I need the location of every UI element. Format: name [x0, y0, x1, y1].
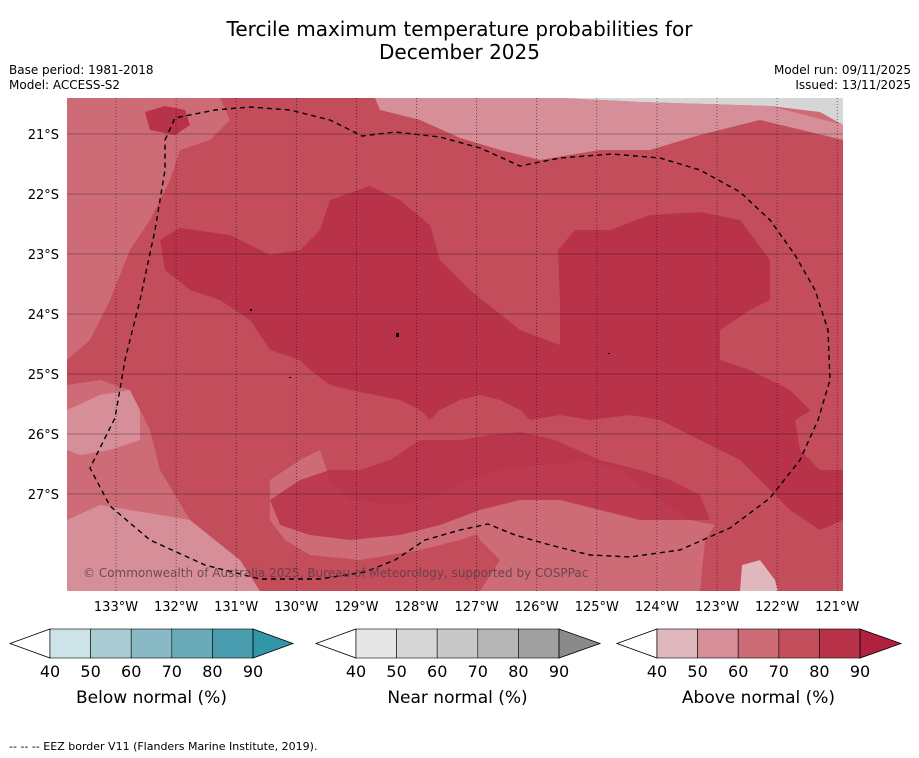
- base-period: Base period: 1981-2018: [9, 63, 154, 77]
- colorbar-tick: 90: [850, 662, 870, 681]
- colorbar-near: 40 50 60 70 80 90 Near normal (%): [314, 628, 602, 708]
- colorbar-tick: 40: [40, 662, 60, 681]
- colorbar-high-extend: [558, 628, 602, 659]
- colorbar-segment: [656, 628, 698, 659]
- eez-legend-note: -- -- -- EEZ border V11 (Flanders Marine…: [9, 740, 318, 753]
- lat-label: 22°S: [28, 188, 59, 203]
- lon-label: 124°W: [635, 600, 679, 615]
- region-above-70-east-bump: [795, 400, 843, 470]
- region-above-80-nw-spot: [145, 106, 190, 135]
- lon-label: 127°W: [455, 600, 499, 615]
- lon-label: 128°W: [394, 600, 438, 615]
- model-name: Model: ACCESS-S2: [9, 78, 121, 92]
- chart-title: Tercile maximum temperature probabilitie…: [0, 18, 919, 64]
- issued-date: Issued: 13/11/2025: [795, 78, 911, 92]
- colorbar-tick: 40: [346, 662, 366, 681]
- lat-label: 23°S: [28, 248, 59, 263]
- colorbar-tick: 50: [80, 662, 100, 681]
- region-near-normal-ne: [560, 98, 843, 125]
- colorbar-segment: [477, 628, 519, 659]
- colorbar-segment: [518, 628, 560, 659]
- colorbar-high-extend: [252, 628, 295, 659]
- colorbar-segment: [49, 628, 91, 659]
- region-above-80-core: [160, 186, 843, 530]
- eez-border: [89, 106, 831, 580]
- lat-label: 26°S: [28, 428, 59, 443]
- colorbar-tick: 70: [468, 662, 488, 681]
- colorbar-label: Near normal (%): [387, 688, 527, 708]
- lon-label: 121°W: [815, 600, 859, 615]
- colorbar-segment: [778, 628, 820, 659]
- colorbar-segment: [171, 628, 213, 659]
- lon-label: 129°W: [334, 600, 378, 615]
- colorbar-segment: [212, 628, 254, 659]
- colorbar-segment: [697, 628, 739, 659]
- colorbar-above: 40 50 60 70 80 90 Above normal (%): [615, 628, 903, 708]
- graticule: [67, 98, 843, 591]
- latitude-labels: 21°S 22°S 23°S 24°S 25°S 26°S 27°S: [28, 128, 59, 503]
- island-marker: [396, 333, 399, 337]
- colorbar-tick: 70: [769, 662, 789, 681]
- island-markers: [250, 309, 610, 378]
- lon-label: 130°W: [274, 600, 318, 615]
- colorbar-tick: 80: [508, 662, 528, 681]
- colorbar-segment: [355, 628, 397, 659]
- region-above-40-se: [740, 560, 778, 591]
- lon-label: 126°W: [515, 600, 559, 615]
- title-line-2: December 2025: [379, 40, 540, 64]
- colorbar-tick: 60: [427, 662, 447, 681]
- region-above-60-nw: [67, 98, 230, 360]
- colorbar-low-extend: [314, 628, 357, 659]
- colorbar-tick: 70: [162, 662, 182, 681]
- lon-label: 123°W: [695, 600, 739, 615]
- island-marker: [289, 377, 291, 378]
- lon-label: 133°W: [94, 600, 138, 615]
- meta-left: Base period: 1981-2018 Model: ACCESS-S2: [9, 63, 154, 93]
- lat-label: 21°S: [28, 128, 59, 143]
- colorbar-label: Below normal (%): [76, 688, 227, 708]
- colorbar-low-extend: [8, 628, 51, 659]
- colorbar-low-extend: [615, 628, 658, 659]
- colorbar-segment: [396, 628, 438, 659]
- colorbar-segment: [90, 628, 132, 659]
- colorbar-tick: 60: [121, 662, 141, 681]
- longitude-labels: 133°W 132°W 131°W 130°W 129°W 128°W 127°W 126°W…: [94, 600, 860, 615]
- lon-label: 131°W: [214, 600, 258, 615]
- colorbar-tick: 80: [202, 662, 222, 681]
- colorbar-segment: [737, 628, 780, 659]
- colorbar-segment: [436, 628, 479, 659]
- meta-right: Model run: 09/11/2025 Issued: 13/11/2025: [774, 63, 911, 93]
- colorbar-high-extend: [859, 628, 903, 659]
- lon-label: 125°W: [575, 600, 619, 615]
- copyright-notice: © Commonwealth of Australia 2025, Bureau…: [83, 566, 588, 580]
- colorbar-below: 40 50 60 70 80 90 Below normal (%): [8, 628, 295, 708]
- island-marker: [250, 309, 252, 311]
- colorbar-tick: 40: [647, 662, 667, 681]
- region-above-50-north: [375, 98, 843, 160]
- colorbar-label: Above normal (%): [682, 688, 835, 708]
- colorbar-tick: 50: [687, 662, 707, 681]
- colorbar-segment: [819, 628, 861, 659]
- colorbar-tick: 80: [809, 662, 829, 681]
- region-above-50-sw: [67, 505, 260, 591]
- lat-label: 25°S: [28, 368, 59, 383]
- model-run: Model run: 09/11/2025: [773, 63, 911, 77]
- region-above-50-west: [67, 390, 140, 455]
- colorbar-tick: 90: [549, 662, 569, 681]
- colorbar-segment: [130, 628, 173, 659]
- colorbar-tick: 50: [386, 662, 406, 681]
- colorbar-tick: 60: [728, 662, 748, 681]
- lon-label: 122°W: [755, 600, 799, 615]
- island-marker: [608, 353, 610, 354]
- lat-label: 27°S: [28, 488, 59, 503]
- lon-label: 132°W: [154, 600, 198, 615]
- lat-label: 24°S: [28, 308, 59, 323]
- map-fill-layers: [67, 98, 843, 591]
- colorbar-tick: 90: [243, 662, 263, 681]
- title-line-1: Tercile maximum temperature probabilitie…: [226, 17, 693, 41]
- region-above-80-south: [270, 432, 710, 540]
